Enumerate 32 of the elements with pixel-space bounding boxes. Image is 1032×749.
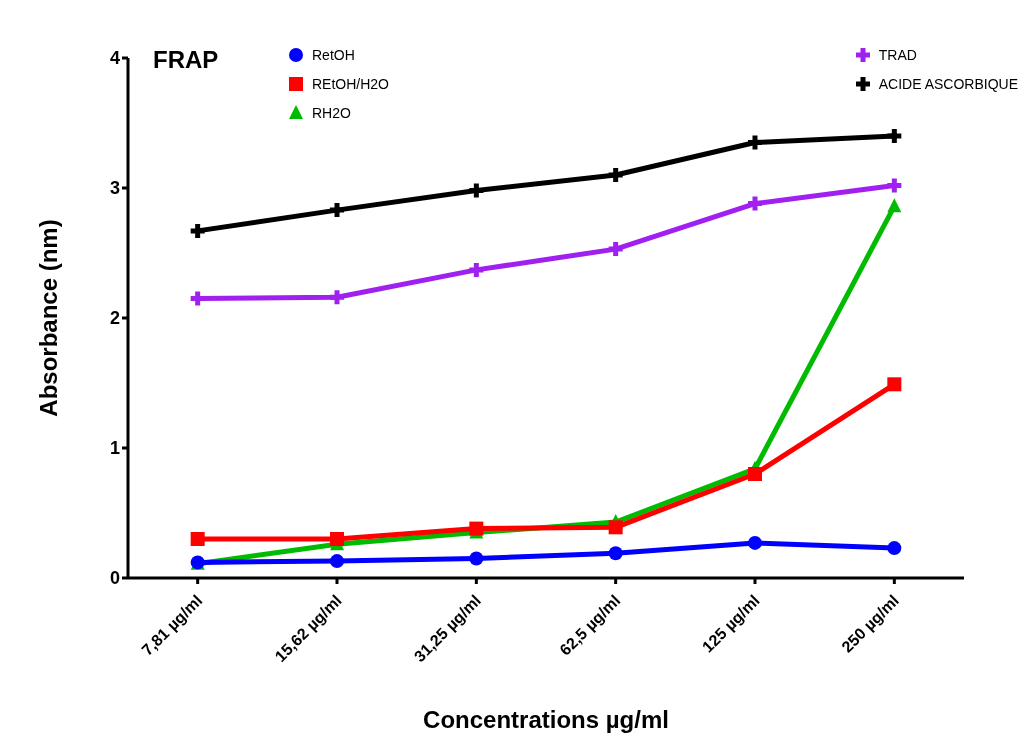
y-tick-label: 4 — [109, 48, 120, 69]
point — [887, 377, 902, 392]
point — [608, 520, 623, 535]
point — [608, 546, 623, 561]
point — [330, 532, 344, 546]
point — [606, 165, 626, 185]
legend-label: ACIDE ASCORBIQUE — [878, 75, 1018, 92]
point — [748, 467, 762, 481]
point — [330, 554, 344, 569]
point — [466, 181, 486, 201]
point — [327, 200, 347, 220]
point — [327, 287, 347, 307]
y-tick-label: 0 — [109, 568, 120, 589]
point — [745, 194, 765, 214]
point — [887, 198, 902, 213]
point — [606, 239, 626, 259]
point — [469, 551, 484, 566]
y-tick-label: 2 — [109, 308, 120, 329]
legend-label: TRAD — [878, 46, 917, 63]
x-axis-title: Concentrations µg/ml — [423, 706, 669, 733]
legend-label: RH2O — [312, 104, 351, 121]
y-axis-title: Absorbance (nm) — [34, 219, 62, 417]
y-tick-label: 3 — [109, 178, 120, 199]
point — [887, 541, 902, 556]
point — [466, 260, 486, 280]
legend-label: RetOH — [312, 46, 355, 63]
point — [190, 532, 205, 546]
point — [745, 133, 765, 152]
point — [748, 535, 762, 550]
y-tick-label: 1 — [109, 438, 120, 459]
legend-label: REtOH/H2O — [312, 75, 390, 92]
chart-title: FRAP — [153, 46, 219, 74]
